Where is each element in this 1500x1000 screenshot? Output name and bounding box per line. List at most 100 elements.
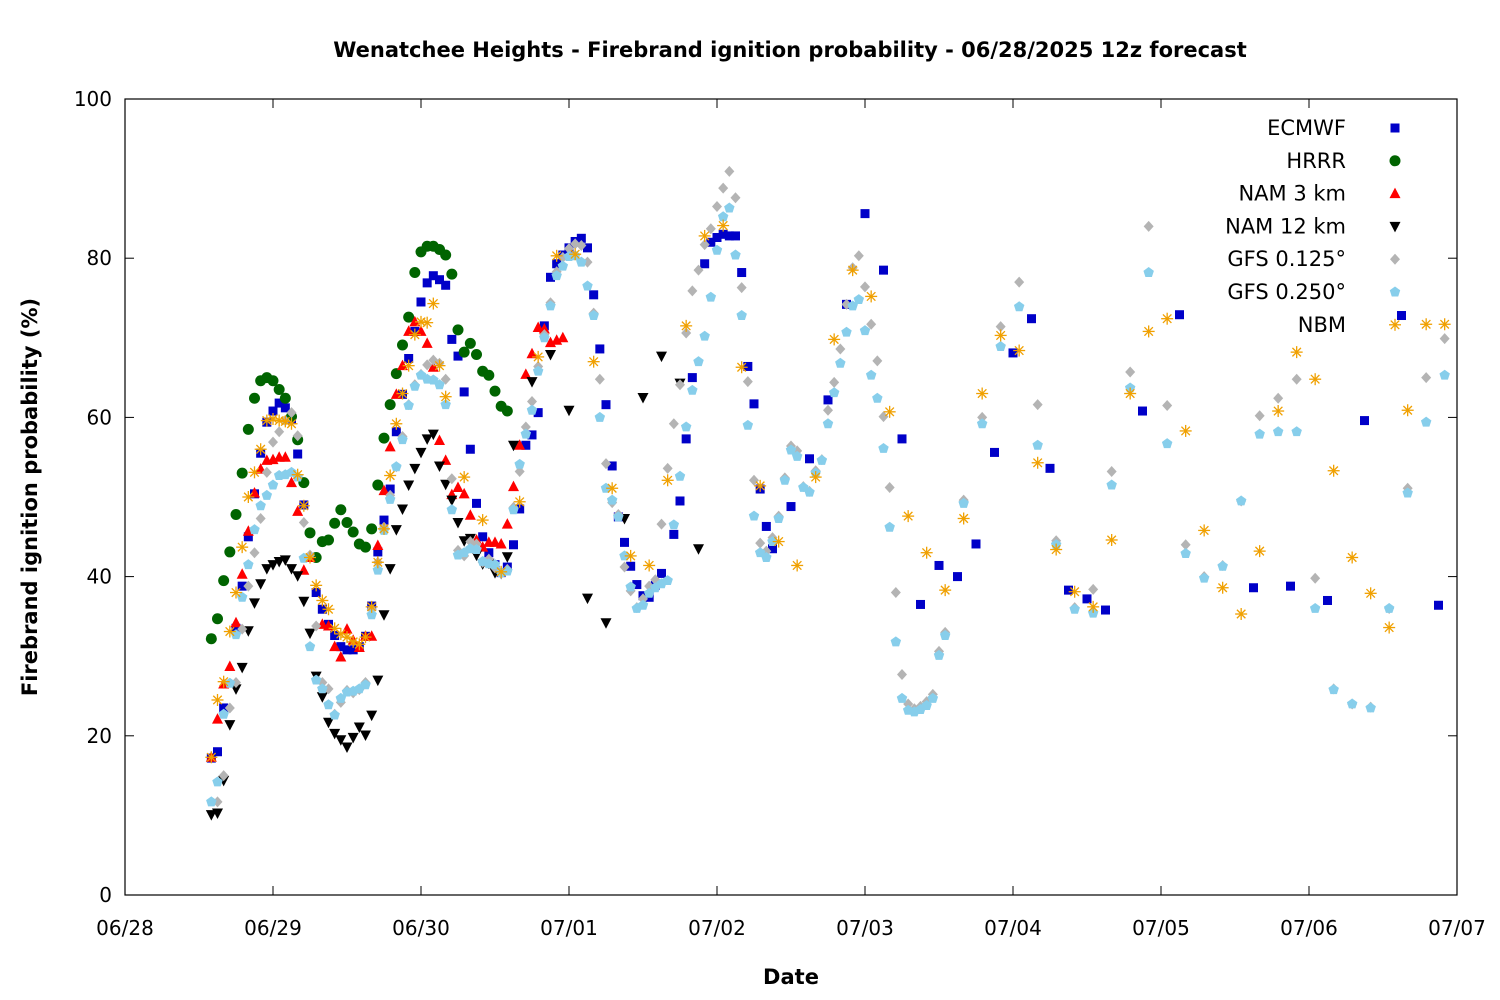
data-point xyxy=(409,267,421,279)
data-point xyxy=(680,319,693,332)
data-point xyxy=(286,564,297,575)
data-point xyxy=(743,361,753,371)
data-point xyxy=(785,444,797,455)
data-point xyxy=(286,407,297,419)
data-point xyxy=(865,369,877,380)
legend-label: HRRR xyxy=(1286,149,1346,173)
data-point xyxy=(532,365,544,376)
data-point xyxy=(1124,387,1137,400)
data-point xyxy=(601,458,611,470)
data-point xyxy=(501,552,513,563)
data-point xyxy=(304,551,316,564)
data-point xyxy=(206,796,217,807)
data-point xyxy=(1291,373,1302,385)
y-tick-label: 0 xyxy=(99,883,112,907)
data-point xyxy=(441,280,451,290)
data-point xyxy=(249,524,260,535)
data-point xyxy=(1013,344,1026,357)
data-point xyxy=(254,443,267,456)
data-point xyxy=(897,434,907,444)
data-point xyxy=(1434,600,1443,610)
data-point xyxy=(681,434,691,444)
data-point xyxy=(1180,539,1191,551)
data-point xyxy=(404,353,414,363)
data-point xyxy=(219,703,229,713)
data-point xyxy=(1286,581,1295,591)
data-point xyxy=(1216,581,1229,594)
data-point xyxy=(779,474,791,485)
data-point xyxy=(341,516,353,528)
data-point xyxy=(458,536,470,547)
data-point xyxy=(699,330,710,341)
data-point xyxy=(521,440,531,450)
data-point xyxy=(1161,312,1174,325)
data-point xyxy=(298,596,310,608)
data-point xyxy=(230,616,242,628)
data-point xyxy=(213,747,222,757)
data-point xyxy=(323,717,334,729)
data-point xyxy=(539,332,550,343)
data-point xyxy=(446,268,458,280)
data-point xyxy=(371,556,384,569)
data-point xyxy=(409,463,421,475)
data-point xyxy=(434,461,445,472)
data-point xyxy=(403,325,415,336)
data-point xyxy=(872,355,883,367)
data-point xyxy=(255,500,266,511)
data-point xyxy=(736,310,747,320)
data-point xyxy=(545,300,556,311)
data-point xyxy=(884,481,895,493)
data-point xyxy=(341,742,353,753)
x-tick-label: 07/05 xyxy=(1132,916,1190,940)
data-point xyxy=(397,434,408,445)
data-point xyxy=(822,418,834,429)
data-point xyxy=(384,493,396,504)
data-point xyxy=(520,368,532,379)
data-point xyxy=(273,556,285,568)
data-point xyxy=(458,487,470,499)
data-point xyxy=(255,512,266,524)
data-point xyxy=(588,310,599,320)
data-point xyxy=(626,561,636,571)
data-point xyxy=(212,613,223,625)
data-point xyxy=(267,560,279,571)
data-point xyxy=(248,466,261,479)
data-point xyxy=(453,351,463,361)
data-point xyxy=(390,525,402,536)
data-point xyxy=(1402,487,1413,498)
data-point xyxy=(527,430,537,440)
data-point xyxy=(316,594,329,607)
data-point xyxy=(637,393,649,404)
data-point xyxy=(958,497,969,508)
data-point xyxy=(526,347,538,359)
data-point xyxy=(267,375,279,387)
data-point xyxy=(427,429,439,441)
data-point xyxy=(657,568,666,578)
data-point xyxy=(458,346,470,358)
data-point xyxy=(791,450,803,461)
data-point xyxy=(1360,416,1369,426)
data-point xyxy=(509,540,518,550)
data-point xyxy=(366,630,378,641)
data-point xyxy=(440,249,452,261)
data-point xyxy=(218,575,230,587)
data-point xyxy=(546,272,555,282)
data-point xyxy=(717,219,730,232)
data-point xyxy=(242,423,254,435)
data-point xyxy=(1068,585,1081,598)
data-point xyxy=(1175,310,1184,320)
data-point xyxy=(311,588,321,598)
y-axis: 0 20 40 60 80 100 xyxy=(74,87,1457,907)
data-point xyxy=(231,623,241,633)
data-point xyxy=(471,349,482,361)
data-point xyxy=(927,692,939,703)
data-point xyxy=(236,467,248,479)
data-point xyxy=(632,580,642,590)
data-point xyxy=(1249,583,1258,593)
x-axis-label: Date xyxy=(763,965,819,989)
data-point xyxy=(736,282,747,294)
data-point xyxy=(224,660,236,672)
data-point xyxy=(434,379,445,390)
data-point xyxy=(372,539,384,551)
data-point xyxy=(280,403,290,413)
